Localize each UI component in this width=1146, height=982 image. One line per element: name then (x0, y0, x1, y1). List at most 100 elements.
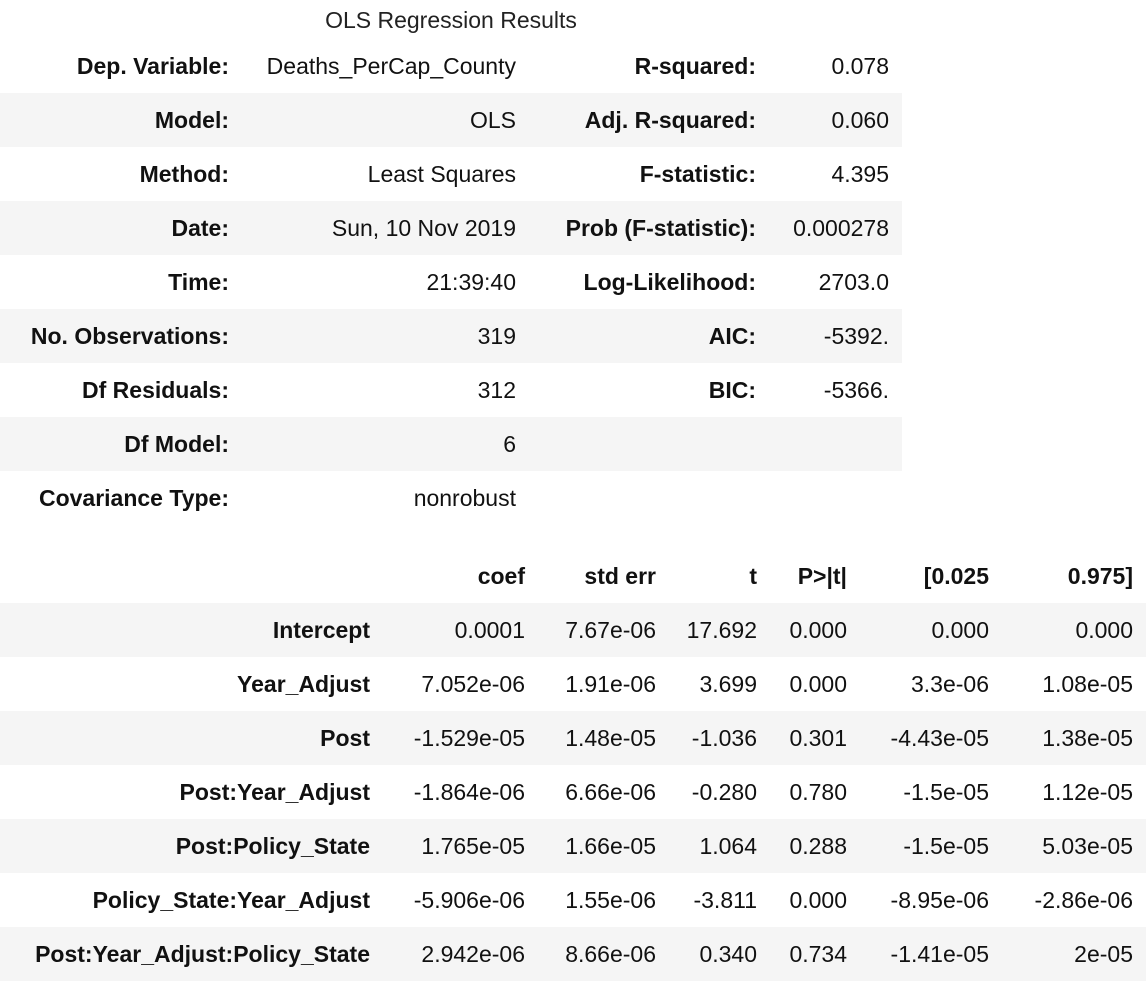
ci-high-value: 2e-05 (1074, 941, 1133, 967)
ci-high-value: 5.03e-05 (1042, 833, 1133, 859)
summary-value (769, 417, 902, 471)
coef-value: 0.0001 (454, 617, 525, 643)
summary-value: 0.060 (831, 107, 889, 133)
summary-value: 319 (477, 323, 516, 349)
table-row: Year_Adjust 7.052e-06 1.91e-06 3.699 0.0… (0, 657, 1146, 711)
summary-row: Time: 21:39:40 Log-Likelihood: 2703.0 (0, 255, 902, 309)
summary-value: 21:39:40 (426, 269, 516, 295)
summary-row: Method: Least Squares F-statistic: 4.395 (0, 147, 902, 201)
t-value: 1.064 (699, 833, 757, 859)
summary-value: -5392. (823, 323, 889, 349)
table-row: Intercept 0.0001 7.67e-06 17.692 0.000 0… (0, 603, 1146, 657)
summary-label: Time: (168, 269, 229, 295)
summary-value (769, 471, 902, 525)
ci-low-value: -8.95e-06 (890, 887, 989, 913)
p-value: 0.000 (789, 887, 847, 913)
ci-high-value: 1.12e-05 (1042, 779, 1133, 805)
summary-label: R-squared: (634, 53, 756, 79)
t-value: -3.811 (693, 887, 757, 913)
summary-value: 0.078 (831, 53, 889, 79)
ci-low-value: 0.000 (931, 617, 989, 643)
summary-label: Date: (171, 215, 229, 241)
summary-label: Model: (154, 107, 229, 133)
summary-value: 4.395 (831, 161, 889, 187)
table-row: Policy_State:Year_Adjust -5.906e-06 1.55… (0, 873, 1146, 927)
summary-row: Dep. Variable: Deaths_PerCap_County R-sq… (0, 39, 902, 93)
p-value: 0.288 (789, 833, 847, 859)
p-value: 0.000 (789, 671, 847, 697)
variable-name: Post:Year_Adjust:Policy_State (35, 941, 370, 967)
variable-name: Post:Policy_State (175, 833, 370, 859)
variable-name: Post:Year_Adjust (179, 779, 370, 805)
summary-value: Deaths_PerCap_County (266, 53, 516, 79)
column-header-coef: coef (477, 563, 525, 589)
summary-value: nonrobust (413, 485, 516, 511)
std-err-value: 6.66e-06 (565, 779, 656, 805)
summary-label: Log-Likelihood: (583, 269, 756, 295)
p-value: 0.780 (789, 779, 847, 805)
summary-value: -5366. (823, 377, 889, 403)
variable-name: Policy_State:Year_Adjust (92, 887, 370, 913)
t-value: -1.036 (691, 725, 757, 751)
ci-high-value: -2.86e-06 (1034, 887, 1133, 913)
ci-low-value: -1.5e-05 (903, 833, 989, 859)
ci-high-value: 0.000 (1075, 617, 1133, 643)
variable-name: Post (320, 725, 370, 751)
summary-label: F-statistic: (639, 161, 756, 187)
std-err-value: 1.66e-05 (565, 833, 656, 859)
coef-value: 2.942e-06 (421, 941, 525, 967)
coef-value: -5.906e-06 (413, 887, 525, 913)
std-err-value: 1.55e-06 (565, 887, 656, 913)
ci-high-value: 1.08e-05 (1042, 671, 1133, 697)
table-caption: OLS Regression Results (325, 7, 577, 33)
summary-label: No. Observations: (30, 323, 229, 349)
summary-row: Df Residuals: 312 BIC: -5366. (0, 363, 902, 417)
coefficients-table: coef std err t P>|t| [0.025 0.975] Inter… (0, 549, 1146, 981)
ci-low-value: 3.3e-06 (910, 671, 989, 697)
summary-label: Df Model: (124, 431, 229, 457)
column-header-ci-low: [0.025 (923, 563, 989, 589)
summary-value: 312 (477, 377, 516, 403)
summary-value: 0.000278 (793, 215, 889, 241)
column-header (0, 549, 383, 603)
ci-low-value: -4.43e-05 (890, 725, 989, 751)
table-row: Post:Policy_State 1.765e-05 1.66e-05 1.0… (0, 819, 1146, 873)
coefficients-header-row: coef std err t P>|t| [0.025 0.975] (0, 549, 1146, 603)
std-err-value: 1.48e-05 (565, 725, 656, 751)
summary-value: 6 (503, 431, 516, 457)
table-row: Post -1.529e-05 1.48e-05 -1.036 0.301 -4… (0, 711, 1146, 765)
coef-value: -1.529e-05 (413, 725, 525, 751)
ci-low-value: -1.41e-05 (890, 941, 989, 967)
summary-label: Dep. Variable: (76, 53, 229, 79)
summary-value: Sun, 10 Nov 2019 (331, 215, 516, 241)
t-value: 0.340 (699, 941, 757, 967)
summary-label (529, 417, 769, 471)
summary-label: Df Residuals: (82, 377, 229, 403)
column-header-p: P>|t| (797, 563, 847, 589)
summary-value: Least Squares (367, 161, 516, 187)
summary-label: Covariance Type: (38, 485, 229, 511)
summary-row: Covariance Type: nonrobust (0, 471, 902, 525)
t-value: 17.692 (686, 617, 757, 643)
p-value: 0.301 (789, 725, 847, 751)
std-err-value: 8.66e-06 (565, 941, 656, 967)
table-row: Post:Year_Adjust:Policy_State 2.942e-06 … (0, 927, 1146, 981)
table-row: Post:Year_Adjust -1.864e-06 6.66e-06 -0.… (0, 765, 1146, 819)
summary-value: 2703.0 (818, 269, 889, 295)
coef-value: -1.864e-06 (413, 779, 525, 805)
column-header-ci-high: 0.975] (1067, 563, 1133, 589)
p-value: 0.000 (789, 617, 847, 643)
summary-row: No. Observations: 319 AIC: -5392. (0, 309, 902, 363)
summary-label: Prob (F-statistic): (565, 215, 756, 241)
summary-label: Adj. R-squared: (584, 107, 756, 133)
t-value: -0.280 (691, 779, 757, 805)
summary-row: Df Model: 6 (0, 417, 902, 471)
variable-name: Intercept (272, 617, 370, 643)
coef-value: 1.765e-05 (421, 833, 525, 859)
variable-name: Year_Adjust (237, 671, 370, 697)
summary-table: Dep. Variable: Deaths_PerCap_County R-sq… (0, 39, 902, 525)
column-header-std-err: std err (584, 563, 656, 589)
summary-label: BIC: (708, 377, 756, 403)
column-header-t: t (749, 563, 757, 589)
coef-value: 7.052e-06 (421, 671, 525, 697)
